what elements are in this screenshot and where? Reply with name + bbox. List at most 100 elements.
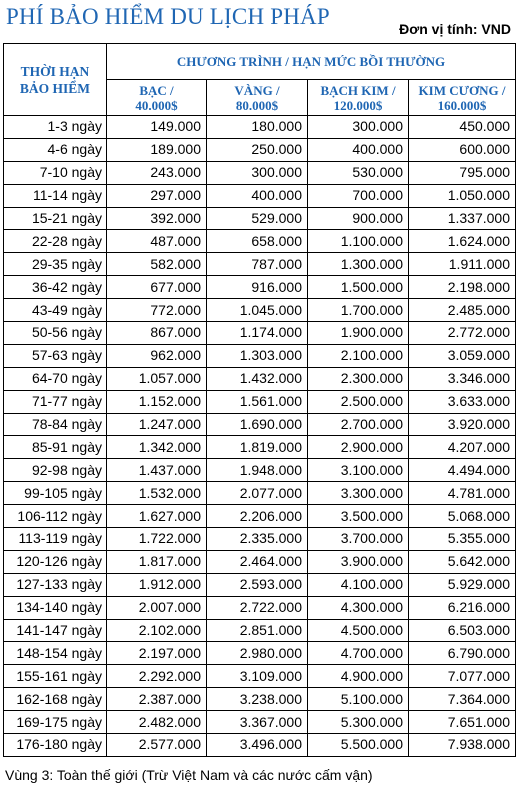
silver-premium-cell: 1.437.000 — [106, 458, 207, 483]
duration-cell: 92-98 ngày — [3, 458, 107, 483]
diamond-premium-cell: 3.346.000 — [407, 366, 517, 391]
silver-premium-cell: 2.102.000 — [106, 618, 207, 643]
duration-cell: 85-91 ngày — [3, 435, 107, 460]
table-row: 92-98 ngày 1.437.000 1.948.000 3.100.000 4.4… — [3, 458, 517, 483]
duration-cell: 43-49 ngày — [3, 298, 107, 323]
diamond-premium-cell: 5.929.000 — [407, 572, 517, 597]
table-row: 169-175 ngày 2.482.000 3.367.000 5.300.000 7… — [3, 710, 517, 735]
silver-premium-cell: 1.722.000 — [106, 527, 207, 551]
duration-cell: 29-35 ngày — [3, 252, 107, 277]
table-row: 120-126 ngày 1.817.000 2.464.000 3.900.000 5… — [3, 549, 517, 574]
premium-table-wrapper: THỜI HẠN BẢO HIỂM CHƯƠNG TRÌNH / HẠN MỨC… — [3, 43, 517, 757]
silver-premium-cell: 2.007.000 — [106, 595, 207, 620]
gold-premium-cell: 3.496.000 — [206, 733, 308, 757]
platinum-premium-cell: 3.100.000 — [307, 458, 409, 483]
duration-cell: 169-175 ngày — [3, 710, 107, 735]
silver-premium-cell: 772.000 — [106, 298, 207, 323]
platinum-premium-cell: 400.000 — [307, 137, 409, 162]
duration-cell: 7-10 ngày — [3, 160, 107, 185]
silver-premium-cell: 487.000 — [106, 229, 207, 254]
duration-cell: 176-180 ngày — [3, 733, 107, 757]
gold-premium-cell: 658.000 — [206, 229, 308, 254]
duration-cell: 71-77 ngày — [3, 389, 107, 414]
duration-cell: 162-168 ngày — [3, 687, 107, 712]
table-row: 162-168 ngày 2.387.000 3.238.000 5.100.000 7… — [3, 687, 517, 712]
platinum-premium-cell: 5.500.000 — [307, 733, 409, 757]
table-row: 127-133 ngày 1.912.000 2.593.000 4.100.000 5… — [3, 572, 517, 597]
gold-premium-cell: 400.000 — [206, 183, 308, 208]
platinum-premium-cell: 4.700.000 — [307, 641, 409, 666]
duration-cell: 99-105 ngày — [3, 481, 107, 506]
silver-premium-cell: 243.000 — [106, 160, 207, 185]
gold-premium-cell: 2.851.000 — [206, 618, 308, 643]
duration-cell: 15-21 ngày — [3, 206, 107, 231]
table-row: 99-105 ngày 1.532.000 2.077.000 3.300.000 4.… — [3, 481, 517, 506]
gold-premium-cell: 1.561.000 — [206, 389, 308, 414]
silver-premium-cell: 2.197.000 — [106, 641, 207, 666]
duration-cell: 57-63 ngày — [3, 343, 107, 368]
duration-cell: 78-84 ngày — [3, 412, 107, 437]
table-row: 11-14 ngày 297.000 400.000 700.000 1.050.000 — [3, 183, 517, 208]
gold-premium-cell: 1.819.000 — [206, 435, 308, 460]
table-row: 85-91 ngày 1.342.000 1.819.000 2.900.000 4.2… — [3, 435, 517, 460]
table-row: 176-180 ngày 2.577.000 3.496.000 5.500.000 7… — [3, 733, 517, 757]
silver-premium-cell: 2.292.000 — [106, 664, 207, 689]
table-row: 106-112 ngày 1.627.000 2.206.000 3.500.000 5… — [3, 504, 517, 529]
diamond-premium-cell: 2.772.000 — [407, 321, 517, 345]
diamond-premium-cell: 5.068.000 — [407, 504, 517, 529]
table-row: 78-84 ngày 1.247.000 1.690.000 2.700.000 3.9… — [3, 412, 517, 437]
platinum-premium-cell: 1.900.000 — [307, 321, 409, 345]
silver-premium-cell: 2.577.000 — [106, 733, 207, 757]
program-group-header: CHƯƠNG TRÌNH / HẠN MỨC BỒI THƯỜNG — [105, 43, 517, 80]
table-row: 7-10 ngày 243.000 300.000 530.000 795.000 — [3, 160, 517, 185]
diamond-premium-cell: 5.355.000 — [407, 527, 517, 551]
duration-cell: 11-14 ngày — [3, 183, 107, 208]
duration-cell: 141-147 ngày — [3, 618, 107, 643]
diamond-premium-cell: 6.790.000 — [407, 641, 517, 666]
diamond-premium-cell: 1.624.000 — [407, 229, 517, 254]
premium-table-body: 1-3 ngày 149.000 180.000 300.000 450.000 4-6 … — [3, 115, 517, 757]
silver-premium-cell: 1.817.000 — [106, 549, 207, 574]
gold-premium-cell: 2.077.000 — [206, 481, 308, 506]
duration-cell: 113-119 ngày — [3, 527, 107, 551]
diamond-premium-cell: 450.000 — [407, 115, 517, 139]
platinum-premium-cell: 1.300.000 — [307, 252, 409, 277]
silver-premium-cell: 1.152.000 — [106, 389, 207, 414]
silver-premium-cell: 1.247.000 — [106, 412, 207, 437]
silver-premium-cell: 189.000 — [106, 137, 207, 162]
platinum-premium-cell: 1.500.000 — [307, 275, 409, 300]
silver-premium-cell: 1.057.000 — [106, 366, 207, 391]
premium-table: THỜI HẠN BẢO HIỂM CHƯƠNG TRÌNH / HẠN MỨC… — [3, 43, 517, 757]
table-row: 43-49 ngày 772.000 1.045.000 1.700.000 2.485… — [3, 298, 517, 323]
duration-cell: 134-140 ngày — [3, 595, 107, 620]
platinum-premium-cell: 2.100.000 — [307, 343, 409, 368]
silver-premium-cell: 582.000 — [106, 252, 207, 277]
table-row: 22-28 ngày 487.000 658.000 1.100.000 1.624.0… — [3, 229, 517, 254]
gold-premium-cell: 529.000 — [206, 206, 308, 231]
platinum-premium-cell: 2.700.000 — [307, 412, 409, 437]
gold-premium-cell: 2.722.000 — [206, 595, 308, 620]
platinum-premium-cell: 4.100.000 — [307, 572, 409, 597]
diamond-premium-cell: 1.911.000 — [407, 252, 517, 277]
silver-premium-cell: 149.000 — [106, 115, 207, 139]
diamond-premium-cell: 4.781.000 — [407, 481, 517, 506]
diamond-premium-cell: 6.503.000 — [407, 618, 517, 643]
plan-header-platinum: BẠCH KIM /120.000$ — [307, 79, 409, 116]
platinum-premium-cell: 4.300.000 — [307, 595, 409, 620]
gold-premium-cell: 250.000 — [206, 137, 308, 162]
diamond-premium-cell: 4.207.000 — [407, 435, 517, 460]
platinum-premium-cell: 3.500.000 — [307, 504, 409, 529]
platinum-premium-cell: 1.100.000 — [307, 229, 409, 254]
plan-header-diamond: KIM CƯƠNG /160.000$ — [407, 79, 517, 116]
gold-premium-cell: 1.303.000 — [206, 343, 308, 368]
diamond-premium-cell: 7.077.000 — [407, 664, 517, 689]
duration-cell: 127-133 ngày — [3, 572, 107, 597]
platinum-premium-cell: 5.100.000 — [307, 687, 409, 712]
table-row: 155-161 ngày 2.292.000 3.109.000 4.900.000 7… — [3, 664, 517, 689]
table-row: 29-35 ngày 582.000 787.000 1.300.000 1.911.0… — [3, 252, 517, 277]
gold-premium-cell: 180.000 — [206, 115, 308, 139]
diamond-premium-cell: 7.651.000 — [407, 710, 517, 735]
platinum-premium-cell: 2.900.000 — [307, 435, 409, 460]
diamond-premium-cell: 600.000 — [407, 137, 517, 162]
diamond-premium-cell: 1.337.000 — [407, 206, 517, 231]
